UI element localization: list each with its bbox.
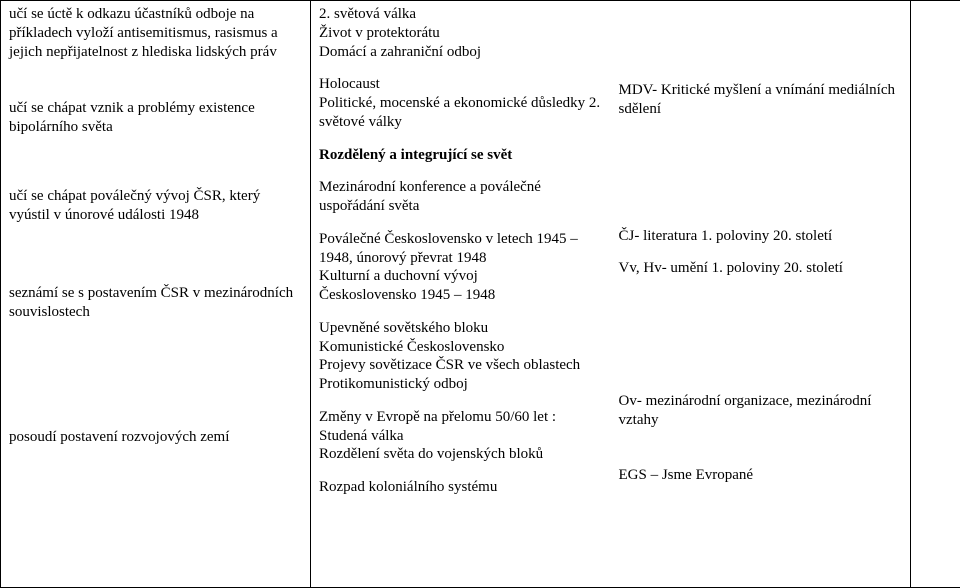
outcome-block: posoudí postavení rozvojových zemí [9, 428, 302, 447]
crosslink-block: Ov- mezinárodní organizace, mezinárodní … [619, 392, 903, 430]
topic-block: Upevněné sovětského bloku Komunistické Č… [319, 319, 603, 394]
topic-line: Studená válka [319, 427, 603, 446]
topic-line: Rozdělení světa do vojenských bloků [319, 445, 603, 464]
topic-line: Poválečné Československo v letech 1945 –… [319, 230, 603, 268]
col-topics: 2. světová válka Život v protektorátu Do… [311, 1, 611, 588]
col-empty [911, 1, 960, 588]
outcome-block: seznámí se s postavením ČSR v mezinárodn… [9, 284, 302, 322]
topic-heading: Rozdělený a integrující se svět [319, 147, 512, 163]
topic-line: Změny v Evropě na přelomu 50/60 let : [319, 408, 603, 427]
topic-line: Holocaust [319, 75, 603, 94]
topic-block: Mezinárodní konference a poválečné uspoř… [319, 178, 603, 216]
topic-line: 2. světová válka [319, 5, 603, 24]
topic-block: Rozpad koloniálního systému [319, 478, 603, 497]
crosslink-block: MDV- Kritické myšlení a vnímání mediální… [619, 81, 903, 119]
outcome-block: učí se úctě k odkazu účastníků odboje na… [9, 5, 302, 61]
topic-line: Komunistické Československo [319, 338, 603, 357]
crosslink-line: Vv, Hv- umění 1. poloviny 20. století [619, 259, 903, 278]
crosslink-line: ČJ- literatura 1. poloviny 20. století [619, 227, 903, 246]
topic-line: Kulturní a duchovní vývoj [319, 267, 603, 286]
topic-line: Protikomunistický odboj [319, 375, 603, 394]
topic-line: Politické, mocenské a ekonomické důsledk… [319, 94, 603, 132]
crosslink-block: ČJ- literatura 1. poloviny 20. století V… [619, 227, 903, 279]
col-outcomes: učí se úctě k odkazu účastníků odboje na… [1, 1, 311, 588]
topic-block: Holocaust Politické, mocenské a ekonomic… [319, 75, 603, 131]
topic-line: Československo 1945 – 1948 [319, 286, 603, 305]
topic-block: 2. světová válka Život v protektorátu Do… [319, 5, 603, 61]
crosslink-block: EGS – Jsme Evropané [619, 466, 903, 485]
topic-block: Poválečné Československo v letech 1945 –… [319, 230, 603, 305]
topic-block: Změny v Evropě na přelomu 50/60 let : St… [319, 408, 603, 464]
topic-line: Projevy sovětizace ČSR ve všech oblastec… [319, 356, 603, 375]
topic-line: Život v protektorátu [319, 24, 603, 43]
outcome-block: učí se chápat poválečný vývoj ČSR, který… [9, 187, 302, 225]
outcome-block: učí se chápat vznik a problémy existence… [9, 99, 302, 137]
topic-line: Upevněné sovětského bloku [319, 319, 603, 338]
col-crosslinks: MDV- Kritické myšlení a vnímání mediální… [611, 1, 911, 588]
curriculum-table: učí se úctě k odkazu účastníků odboje na… [0, 0, 960, 588]
topic-block: Rozdělený a integrující se svět [319, 146, 603, 165]
topic-line: Domácí a zahraniční odboj [319, 43, 603, 62]
